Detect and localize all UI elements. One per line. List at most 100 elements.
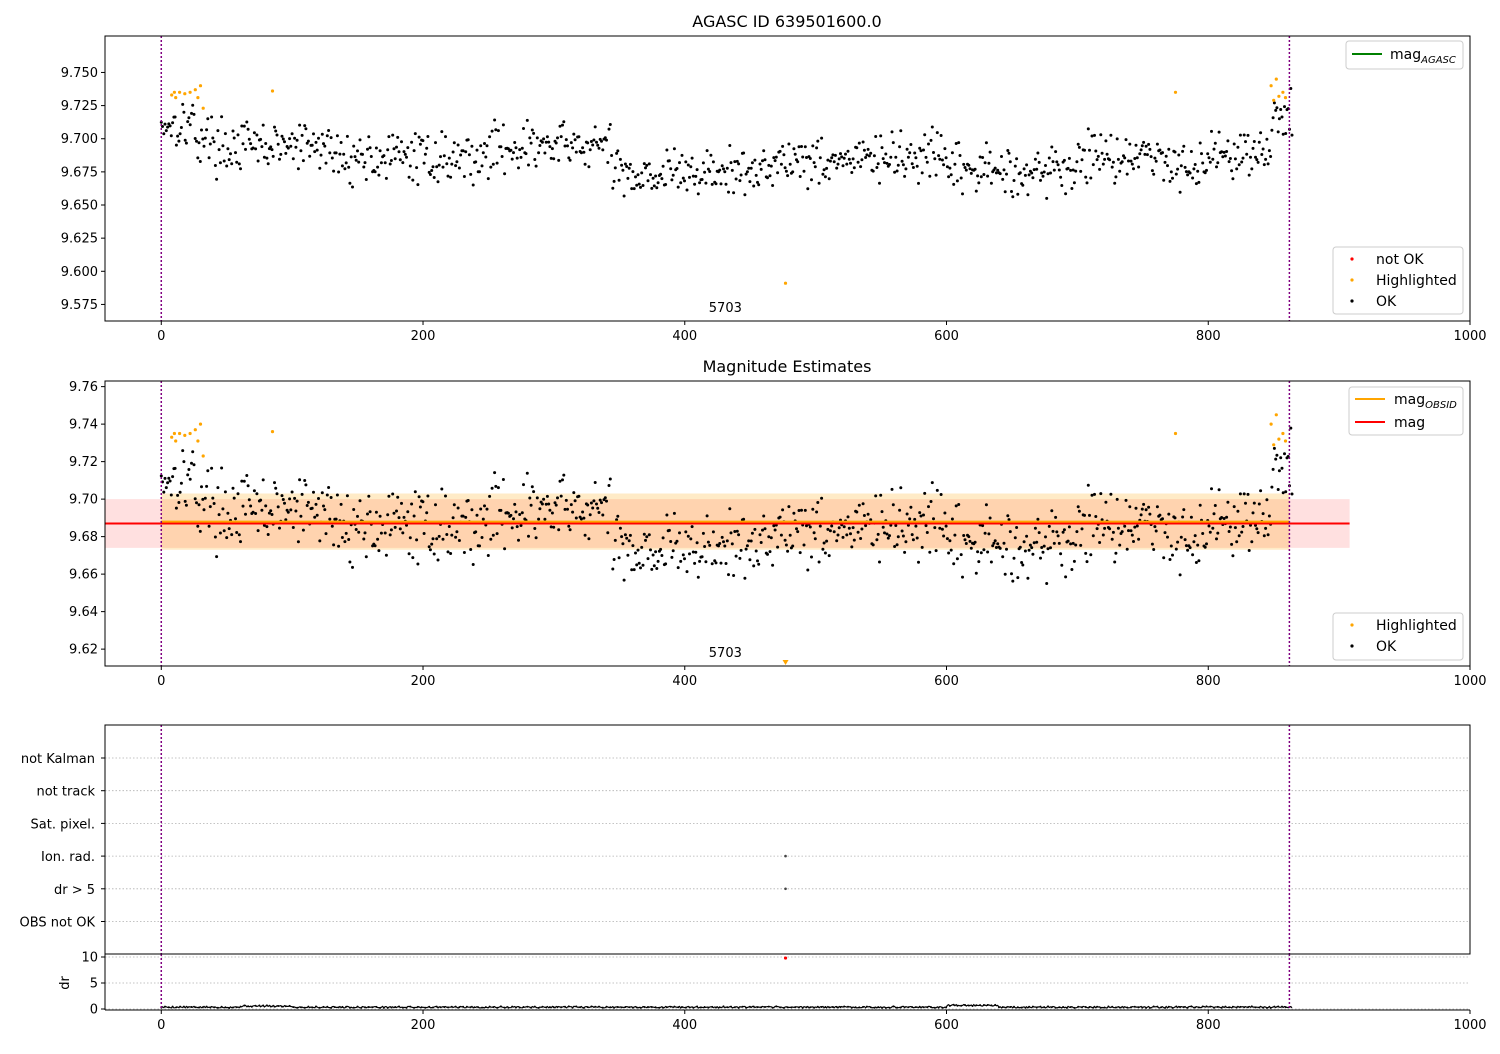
ok-point: [954, 504, 958, 508]
ok-point: [289, 144, 293, 148]
ok-point: [490, 486, 494, 490]
ok-point: [1022, 540, 1026, 544]
ok-point: [754, 549, 758, 553]
ok-point: [1035, 540, 1039, 544]
ok-point: [558, 479, 562, 483]
ok-point: [681, 553, 685, 557]
x-tick-label: 200: [411, 329, 436, 344]
ok-point: [318, 539, 322, 543]
ok-point: [982, 173, 986, 176]
ok-point: [1002, 541, 1006, 545]
ok-point: [689, 537, 693, 541]
ok-point: [361, 152, 364, 156]
ok-point: [1124, 498, 1128, 502]
ok-point: [357, 160, 361, 164]
ok-point: [530, 485, 534, 489]
magnitude-title: Magnitude Estimates: [703, 357, 872, 376]
y-tick-label: 9.70: [69, 493, 98, 508]
ok-point: [934, 173, 938, 177]
ok-point: [708, 543, 712, 547]
ok-point: [1144, 144, 1148, 148]
ok-point: [534, 536, 538, 540]
ok-point: [1215, 165, 1218, 169]
ok-point: [1226, 500, 1230, 504]
ok-point: [572, 491, 576, 495]
ok-point: [203, 136, 207, 140]
ok-point: [534, 164, 538, 168]
ok-point: [171, 475, 175, 479]
ok-point: [908, 151, 912, 155]
y-tick-label: 9.74: [69, 418, 98, 433]
ok-point: [320, 491, 324, 495]
ok-point: [927, 142, 930, 146]
ok-point: [1181, 149, 1185, 153]
ok-point: [710, 182, 714, 186]
ok-point: [1217, 488, 1221, 492]
ok-point: [520, 511, 524, 515]
highlighted-point: [193, 428, 197, 432]
ok-point: [1289, 426, 1293, 430]
highlighted-point: [172, 431, 176, 436]
ok-point: [1213, 141, 1217, 145]
ok-point: [869, 151, 873, 155]
ok-point: [583, 533, 587, 537]
ok-point: [304, 127, 308, 131]
x-ticks: 0 200 400 600 800 1000: [157, 321, 1487, 344]
ok-point: [1183, 165, 1187, 169]
ok-point: [967, 535, 971, 539]
ok-point: [841, 535, 845, 539]
ok-point: [415, 166, 419, 170]
ok-point: [187, 468, 191, 471]
highlighted-point: [1272, 443, 1276, 447]
ok-point: [1091, 163, 1095, 167]
ok-point: [548, 145, 552, 149]
ok-point: [549, 156, 553, 160]
ok-point: [1196, 543, 1200, 547]
ok-point: [894, 524, 898, 527]
ok-point: [455, 530, 459, 534]
ok-point: [901, 534, 905, 538]
legend-label: magOBSID: [1394, 392, 1457, 411]
x-tick-label: 600: [934, 329, 959, 344]
ok-point: [983, 161, 987, 165]
ok-point: [315, 513, 319, 517]
ok-point: [733, 160, 737, 164]
ok-point: [261, 478, 265, 482]
ok-point: [608, 123, 612, 126]
ok-point: [1069, 542, 1073, 546]
ok-point: [953, 533, 957, 537]
ok-point: [1021, 563, 1025, 567]
ok-point: [1149, 155, 1153, 159]
ok-point: [825, 539, 829, 543]
highlighted-point: [201, 454, 205, 458]
ok-point: [644, 166, 647, 170]
ok-point: [313, 150, 317, 154]
ok-point: [823, 175, 827, 179]
ok-point: [896, 163, 900, 167]
obsid-boundaries: [160, 725, 1291, 954]
ok-point: [184, 141, 188, 145]
ok-point: [480, 536, 484, 539]
ok-point: [1110, 537, 1114, 541]
dr-line: [160, 1003, 1293, 1009]
ok-point: [718, 542, 722, 545]
ok-point: [773, 528, 777, 532]
ok-point: [625, 165, 629, 168]
ok-point: [1075, 530, 1079, 534]
ok-point: [771, 184, 775, 187]
ok-point: [818, 524, 822, 528]
ok-point: [1137, 537, 1141, 541]
highlighted-points: [170, 77, 1288, 285]
ok-point: [1182, 508, 1186, 512]
ok-point: [720, 535, 724, 539]
ok-point: [281, 498, 285, 501]
ok-point: [271, 154, 275, 158]
ok-point: [542, 497, 546, 501]
ok-point: [895, 169, 899, 173]
ok-point: [312, 490, 315, 494]
ok-point: [1067, 525, 1071, 529]
ok-point: [524, 152, 528, 156]
ok-point: [1076, 505, 1080, 509]
ok-point: [353, 155, 357, 159]
ok-point: [893, 170, 897, 174]
